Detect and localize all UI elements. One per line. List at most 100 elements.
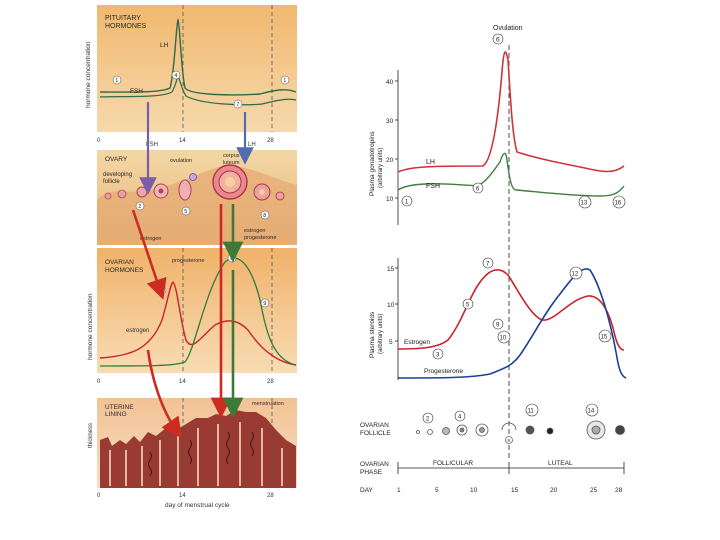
fsh-label: FSH — [426, 183, 440, 190]
marker-7: 7 — [236, 102, 239, 108]
day-row: DAY 1 5 10 15 20 25 28 — [360, 487, 623, 494]
day-tick: 10 — [470, 487, 478, 494]
y-axis-label: Plasma steroids — [369, 311, 376, 358]
tick: 14 — [179, 493, 186, 499]
marker-8: 8 — [263, 213, 266, 219]
y-axis-label: hormone concentration — [85, 41, 92, 108]
marker-4: 4 — [174, 73, 177, 79]
x-axis-caption: day of menstrual cycle — [165, 502, 230, 509]
lh-label: LH — [160, 42, 169, 49]
circled-6: 6 — [476, 187, 480, 193]
pituitary-title: PITUITARY — [105, 15, 141, 22]
y-tick: 15 — [387, 266, 395, 273]
circled-15: 15 — [601, 335, 608, 341]
estrogen-progesterone-label: estrogen — [244, 228, 265, 234]
circled-12: 12 — [572, 272, 579, 278]
estrogen-curve — [99, 281, 297, 366]
estrogen-label: Estrogen — [404, 339, 430, 346]
marker-1: 1 — [115, 78, 118, 84]
circled-13: 13 — [581, 201, 588, 207]
gonadotropin-axes: 40 30 20 10 Plasma gonadotropins (arbitr… — [369, 70, 399, 225]
circled-5: 5 — [466, 303, 470, 309]
day-tick: 20 — [550, 487, 558, 494]
luteal-label: LUTEAL — [548, 460, 573, 467]
follicle-label: FOLLICLE — [360, 430, 391, 437]
tick: 28 — [267, 379, 274, 385]
hormones-axis: 0 14 28 — [97, 379, 274, 385]
marker-9: 9 — [263, 301, 266, 307]
fsh-label: FSH — [130, 88, 143, 95]
lh-curve — [99, 18, 297, 96]
ovary-title: OVARY — [105, 156, 128, 163]
estrogen-arrow-label: estrogen — [140, 236, 161, 242]
day-tick: 15 — [511, 487, 519, 494]
day-label: DAY — [360, 487, 374, 494]
ovulation-label: ovulation — [170, 158, 192, 164]
right-chart: Ovulation 6 40 30 20 10 Plasma gonadotro… — [360, 25, 627, 494]
pituitary-title: HORMONES — [105, 23, 147, 30]
tick: 14 — [179, 138, 186, 144]
day-tick: 25 — [590, 487, 598, 494]
y-tick: 30 — [386, 118, 394, 125]
follicle-num: 2 — [426, 417, 430, 423]
uterine-axis: 0 14 28 day of menstrual cycle — [97, 493, 274, 509]
uterine-title: LINING — [105, 411, 127, 418]
menstruation-label: menstruation — [252, 401, 284, 407]
steroid-axes: 15 10 5 Plasma steroids (arbitrary units… — [369, 258, 399, 380]
circled-9: 9 — [496, 323, 500, 329]
circled-16: 16 — [615, 201, 622, 207]
ovarian-hormones-title: HORMONES — [105, 267, 144, 274]
ovulation-title: Ovulation — [493, 25, 523, 32]
marker-6: 6 — [230, 256, 233, 262]
tick: 0 — [97, 379, 101, 385]
y-axis-label: (arbitrary units) — [378, 314, 384, 354]
y-tick: 10 — [387, 302, 395, 309]
ovarian-phase-row: OVARIAN PHASE FOLLICULAR LUTEAL — [360, 460, 625, 476]
fsh-arrow-label: FSH — [146, 142, 158, 148]
y-axis-label: thickness — [88, 423, 94, 448]
marker-5: 5 — [184, 209, 187, 215]
ovulation-number: 6 — [496, 37, 500, 44]
y-tick: 20 — [386, 157, 394, 164]
uterine-title: UTERINE — [105, 404, 134, 411]
uterine-lining-panel: UTERINE LINING menstruation thickness — [88, 398, 297, 488]
follicle-label: OVARIAN — [360, 422, 389, 429]
developing-follicle-label: follicle — [103, 179, 120, 185]
developing-follicle-label: developing — [103, 172, 132, 178]
marker-2: 2 — [138, 204, 141, 210]
phase-label: OVARIAN — [360, 461, 389, 468]
ovarian-follicle-row: OVARIAN FOLLICLE 2 4 8 11 14 — [360, 403, 625, 444]
y-tick: 40 — [386, 79, 394, 86]
follicle-num: 11 — [528, 409, 535, 415]
circled-3: 3 — [436, 353, 440, 359]
estrogen-progesterone-label: progesterone — [244, 235, 276, 241]
pituitary-axis: 0 14 28 FSH LH — [97, 138, 274, 148]
day-tick: 1 — [397, 487, 401, 494]
tick: 28 — [267, 493, 274, 499]
circled-7: 7 — [486, 262, 490, 268]
marker-1b: 1 — [283, 78, 286, 84]
circled-1: 1 — [405, 200, 409, 206]
corpus-luteum-label: corpus — [223, 153, 240, 159]
y-tick: 5 — [389, 339, 393, 346]
circled-10: 10 — [500, 336, 507, 342]
ovarian-hormones-panel: OVARIAN HORMONES progesterone hormone co… — [87, 248, 297, 373]
left-illustration: PITUITARY HORMONES hormone concentration… — [85, 5, 297, 509]
lh-arrow-label: LH — [248, 142, 256, 148]
progesterone-label: Progesterone — [424, 368, 463, 375]
y-axis-label: hormone concentration — [87, 293, 94, 360]
fsh-curve — [99, 74, 297, 106]
corpus-luteum-label: luteum — [223, 160, 240, 166]
follicle-num: 8 — [508, 438, 511, 443]
estrogen-curve — [397, 269, 625, 351]
y-axis-label: (arbitrary units) — [378, 148, 384, 188]
tick: 0 — [97, 138, 101, 144]
progesterone-label: progesterone — [172, 258, 204, 264]
ovary-panel: OVARY developing follicle ovulation corp… — [97, 150, 297, 245]
follicle-num: 4 — [458, 415, 462, 421]
lh-curve — [397, 51, 625, 173]
y-tick: 10 — [386, 196, 394, 203]
day-tick: 28 — [615, 487, 623, 494]
follicular-label: FOLLICULAR — [433, 460, 473, 467]
